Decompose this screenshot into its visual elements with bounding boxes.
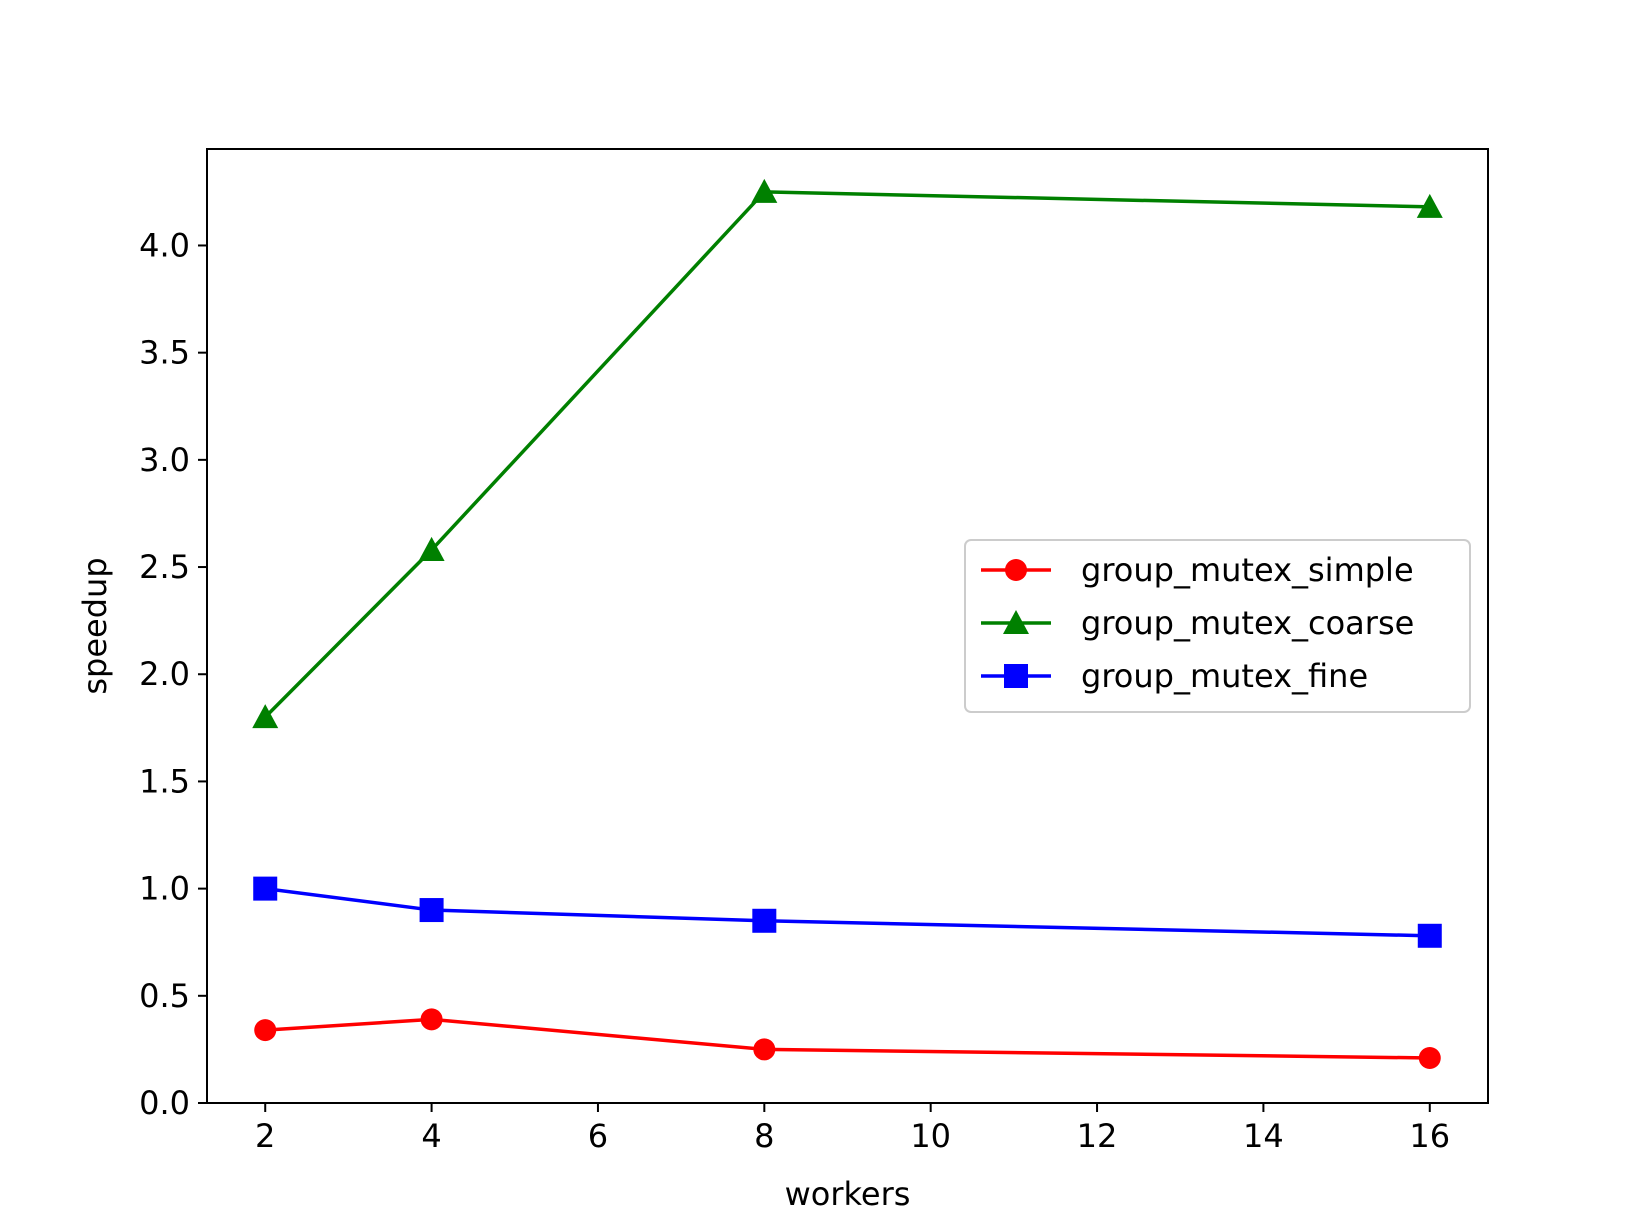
data-point-group_mutex_fine-3	[1417, 923, 1442, 948]
y-tick-label-6: 3.0	[139, 441, 190, 479]
data-point-group_mutex_coarse-0	[252, 704, 279, 729]
series-layer	[252, 178, 1443, 1069]
y-tick-label-1: 0.5	[139, 977, 190, 1015]
legend-marker-group_mutex_fine	[1004, 664, 1028, 688]
y-tick-label-5: 2.5	[139, 548, 190, 586]
x-tick-label-1: 4	[421, 1117, 441, 1155]
legend-entry-group_mutex_fine: group_mutex_fine	[981, 657, 1368, 695]
legend-label-group_mutex_simple: group_mutex_simple	[1081, 551, 1414, 589]
legend: group_mutex_simple group_mutex_coarsegrou…	[964, 539, 1471, 713]
legend-marker-group_mutex_simple	[1005, 559, 1027, 581]
data-point-group_mutex_simple-3	[1418, 1046, 1441, 1069]
y-tick-label-7: 3.5	[139, 334, 190, 372]
axes-layer: 2 4 6 8 10 12 14 16 0.0 0.5 1.0 1.5 2.0 2.5 3.0 3.5 4.0	[139, 148, 1489, 1155]
data-point-group_mutex_simple-1	[420, 1008, 443, 1031]
series-line-group_mutex_fine	[263, 886, 1432, 938]
x-axis-label: workers	[785, 1175, 911, 1213]
y-axis-label: speedup	[76, 557, 114, 694]
legend-box	[964, 539, 1471, 713]
series-line-group_mutex_simple	[263, 1017, 1432, 1060]
axes-frame	[206, 148, 1489, 1104]
series-group_mutex_simple	[254, 1008, 1441, 1069]
series-group_mutex_fine	[253, 876, 1442, 948]
x-tick-label-7: 16	[1409, 1117, 1450, 1155]
legend-entry-group_mutex_coarse: group_mutex_coarse	[981, 604, 1414, 642]
x-tick-label-3: 8	[754, 1117, 774, 1155]
series-line-group_mutex_coarse	[262, 190, 1432, 720]
y-tick-label-2: 1.0	[139, 870, 190, 908]
series-group_mutex_coarse	[252, 178, 1443, 729]
legend-entry-group_mutex_simple: group_mutex_simple	[981, 551, 1414, 589]
legend-label-group_mutex_fine: group_mutex_fine	[1081, 657, 1368, 695]
data-point-group_mutex_fine-1	[419, 898, 444, 923]
legend-marker-group_mutex_coarse	[1003, 610, 1029, 635]
y-tick-label-4: 2.0	[139, 655, 190, 693]
y-tick-label-0: 0.0	[139, 1084, 190, 1122]
x-tick-label-0: 2	[255, 1117, 275, 1155]
x-tick-label-4: 10	[910, 1117, 951, 1155]
data-point-group_mutex_fine-0	[253, 876, 278, 901]
data-point-group_mutex_fine-2	[752, 908, 777, 933]
data-point-group_mutex_simple-0	[254, 1019, 277, 1042]
x-tick-label-6: 14	[1243, 1117, 1284, 1155]
data-point-group_mutex_simple-2	[753, 1038, 776, 1061]
data-point-group_mutex_coarse-3	[1416, 193, 1443, 218]
x-tick-label-2: 6	[588, 1117, 608, 1155]
data-point-group_mutex_coarse-2	[751, 178, 778, 203]
data-point-group_mutex_coarse-1	[418, 536, 445, 561]
legend-label-group_mutex_coarse: group_mutex_coarse	[1081, 604, 1414, 642]
y-tick-label-8: 4.0	[139, 226, 190, 264]
x-tick-label-5: 12	[1077, 1117, 1118, 1155]
y-tick-label-3: 1.5	[139, 762, 190, 800]
